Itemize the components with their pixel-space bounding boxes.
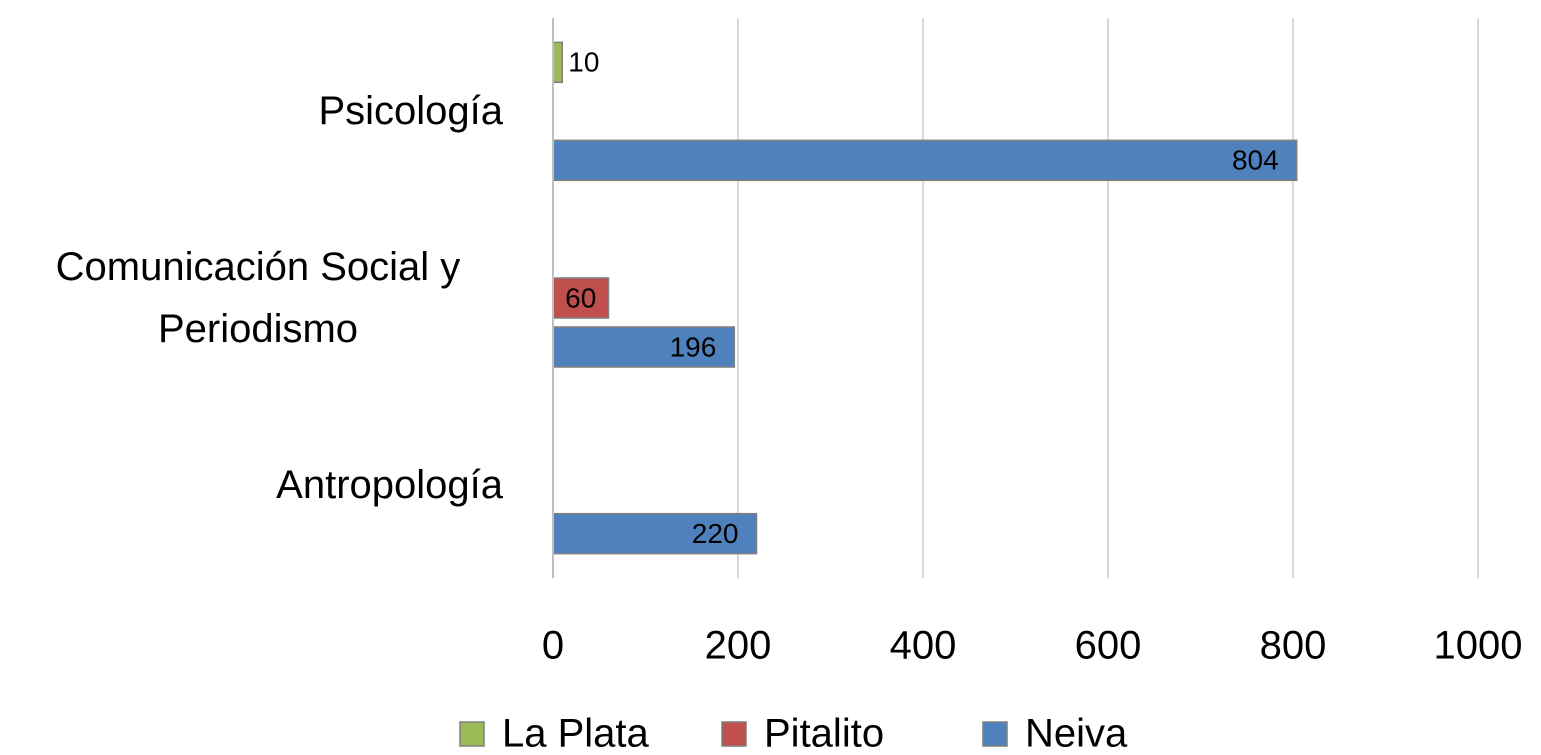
y-tick-label: Psicología xyxy=(318,89,503,134)
legend-label: La Plata xyxy=(502,712,650,755)
legend-label: Neiva xyxy=(1025,712,1128,755)
bar xyxy=(552,512,758,555)
x-tick-label: 1000 xyxy=(1434,624,1523,668)
y-tick-label: Comunicación Social y Periodismo xyxy=(55,245,461,351)
x-tick-label: 200 xyxy=(705,624,772,668)
bar xyxy=(552,41,563,84)
data-label: 60 xyxy=(565,282,596,313)
x-tick-label: 800 xyxy=(1260,624,1327,668)
legend-swatch xyxy=(982,721,1008,747)
legend-swatch xyxy=(459,721,485,747)
data-label: 10 xyxy=(568,47,599,78)
x-tick-label: 600 xyxy=(1075,624,1142,668)
data-label: 220 xyxy=(692,518,739,549)
x-tick-label: 400 xyxy=(890,624,957,668)
x-tick-label: 0 xyxy=(542,624,564,668)
data-label: 804 xyxy=(1232,145,1279,176)
legend-label: Pitalito xyxy=(764,712,884,755)
bar xyxy=(552,139,1298,182)
bar xyxy=(552,326,736,368)
legend-swatch xyxy=(721,721,747,747)
y-tick-label: Antropología xyxy=(276,462,503,507)
data-label: 196 xyxy=(670,331,717,362)
